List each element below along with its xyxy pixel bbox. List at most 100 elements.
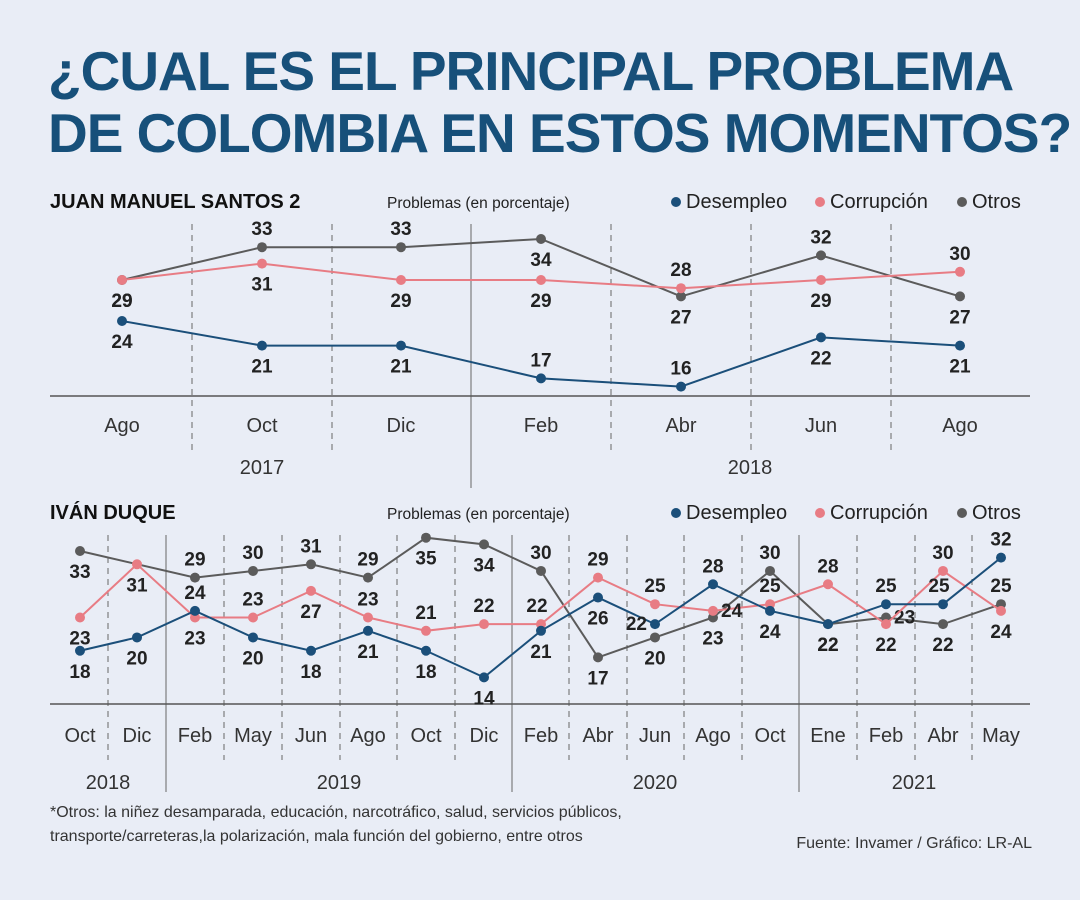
- chart-2-desempleo-data-label: 14: [473, 688, 495, 709]
- chart-1-corrupcion-data-label: 28: [670, 260, 691, 281]
- chart-2-otros-data-label: 17: [587, 668, 608, 689]
- chart-2-desempleo-point: [363, 625, 373, 636]
- chart-2-otros-data-label: 29: [357, 550, 378, 571]
- chart-2-month-label: Ago: [695, 725, 731, 747]
- chart-2-desempleo-data-label: 18: [300, 662, 321, 683]
- legend-otros-label-1: Otros: [972, 191, 1021, 213]
- chart-2-otros-point: [248, 565, 258, 576]
- chart-2-corrupcion-point: [708, 605, 718, 616]
- footnote-line-1: *Otros: la niñez desamparada, educación,…: [50, 804, 622, 821]
- source-credit: Fuente: Invamer / Gráfico: LR-AL: [796, 835, 1032, 852]
- chart-2-otros-data-label: 30: [530, 543, 551, 564]
- chart-1-month-label: Ago: [104, 415, 140, 437]
- chart-2-desempleo-point: [650, 619, 660, 630]
- chart-2-desempleo-point: [996, 552, 1006, 563]
- chart-1-desempleo-data-label: 24: [111, 332, 133, 353]
- legend-otros-marker-1: [957, 197, 967, 207]
- chart-2-corrupcion-point: [421, 625, 431, 636]
- chart-1-month-label: Jun: [805, 415, 837, 437]
- chart-1-otros-data-label: 27: [949, 307, 970, 328]
- chart-2-desempleo-point: [421, 645, 431, 656]
- chart-2-desempleo-data-label: 18: [69, 662, 90, 683]
- legend-corrupcion-marker-2: [815, 508, 825, 518]
- chart-2-desempleo-data-label: 20: [126, 648, 147, 669]
- chart-1-month-label: Ago: [942, 415, 978, 437]
- chart-1-otros-point: [536, 234, 546, 244]
- chart-2-otros-point: [190, 572, 200, 583]
- chart-1-title: JUAN MANUEL SANTOS 2: [50, 191, 300, 213]
- chart-2-month-label: Abr: [582, 725, 613, 747]
- chart-1-otros-data-label: 33: [251, 219, 272, 240]
- chart-2-desempleo-point: [593, 592, 603, 603]
- chart-1-month-label: Abr: [665, 415, 696, 437]
- chart-2-month-label: Oct: [64, 725, 96, 747]
- footnote-line-2: transporte/carreteras,la polarización, m…: [50, 828, 583, 845]
- chart-2-desempleo-data-label: 18: [415, 662, 436, 683]
- chart-1-desempleo-data-label: 16: [670, 359, 691, 380]
- legend-desempleo-label-2: Desempleo: [686, 502, 787, 524]
- chart-2-corrupcion-data-label: 24: [721, 601, 743, 622]
- chart-2-desempleo-point: [938, 599, 948, 610]
- main-title-line-2: DE COLOMBIA EN ESTOS MOMENTOS?: [48, 102, 1072, 164]
- chart-2-year-label: 2020: [633, 772, 678, 794]
- chart-2-ylabel: Problemas (en porcentaje): [387, 506, 570, 523]
- chart-2-month-label: May: [234, 725, 272, 747]
- chart-1-corrupcion-data-label: 29: [390, 291, 411, 312]
- chart-1-otros-data-label: 34: [530, 250, 552, 271]
- chart-2-otros-point: [363, 572, 373, 583]
- chart-2-corrupcion-data-label: 22: [473, 596, 494, 617]
- chart-1-otros-data-label: 29: [111, 291, 132, 312]
- legend-corrupcion-marker-1: [815, 197, 825, 207]
- chart-2-corrupcion-point: [363, 612, 373, 623]
- chart-2-otros-data-label: 33: [69, 562, 90, 583]
- legend-desempleo-marker-1: [671, 197, 681, 207]
- chart-2-otros-data-label: 34: [473, 555, 495, 576]
- legend-otros-label-2: Otros: [972, 502, 1021, 524]
- chart-2-corrupcion-point: [650, 599, 660, 610]
- chart-2-year-label: 2018: [86, 772, 131, 794]
- chart-2-month-label: Jun: [295, 725, 327, 747]
- chart-2-corrupcion-data-label: 31: [126, 575, 148, 596]
- chart-2-desempleo-data-label: 22: [817, 635, 838, 656]
- chart-1-otros-point: [257, 242, 267, 253]
- chart-2-desempleo-point: [248, 632, 258, 643]
- chart-2-desempleo-data-label: 26: [587, 609, 608, 630]
- chart-1-corrupcion-point: [536, 275, 546, 285]
- chart-2-corrupcion-data-label: 25: [759, 576, 781, 597]
- chart-1-year-label: 2018: [728, 457, 773, 479]
- chart-1-corrupcion-data-label: 30: [949, 244, 970, 265]
- chart-1-desempleo-point: [117, 316, 127, 326]
- chart-2-otros-data-label: 23: [702, 629, 723, 650]
- chart-2-desempleo-point: [823, 619, 833, 630]
- chart-1-otros-point: [955, 291, 965, 302]
- chart-2-corrupcion-point: [306, 585, 316, 596]
- chart-2-desempleo-point: [190, 605, 200, 616]
- chart-2-corrupcion-data-label: 25: [644, 576, 666, 597]
- chart-1-desempleo-point: [955, 340, 965, 351]
- chart-1-desempleo-point: [676, 381, 686, 392]
- legend-desempleo-label-1: Desempleo: [686, 191, 787, 213]
- chart-2-corrupcion-data-label: 27: [300, 602, 321, 623]
- chart-2-corrupcion-data-label: 30: [932, 543, 953, 564]
- chart-1-corrupcion-point: [955, 266, 965, 277]
- chart-1-desempleo-data-label: 17: [530, 350, 551, 371]
- chart-2-desempleo-data-label: 21: [530, 642, 552, 663]
- chart-2-corrupcion-data-label: 23: [184, 629, 205, 650]
- chart-2-desempleo-data-label: 28: [702, 556, 723, 577]
- legend-corrupcion-label-1: Corrupción: [830, 191, 928, 213]
- chart-1-month-label: Oct: [246, 415, 278, 437]
- legend-otros-marker-2: [957, 508, 967, 518]
- chart-1-corrupcion-point: [396, 275, 406, 285]
- chart-1-desempleo-data-label: 22: [810, 348, 831, 369]
- chart-2-otros-data-label: 23: [894, 608, 915, 629]
- chart-2-desempleo-point: [132, 632, 142, 643]
- chart-2-corrupcion-point: [938, 565, 948, 576]
- chart-2-desempleo-data-label: 32: [990, 530, 1011, 551]
- chart-2-desempleo-point: [479, 672, 489, 683]
- chart-2-corrupcion-data-label: 29: [587, 550, 608, 571]
- chart-2-otros-point: [938, 619, 948, 630]
- chart-2-desempleo-data-label: 22: [626, 614, 647, 635]
- chart-2-corrupcion-point: [996, 605, 1006, 616]
- chart-1-otros-data-label: 27: [670, 307, 691, 328]
